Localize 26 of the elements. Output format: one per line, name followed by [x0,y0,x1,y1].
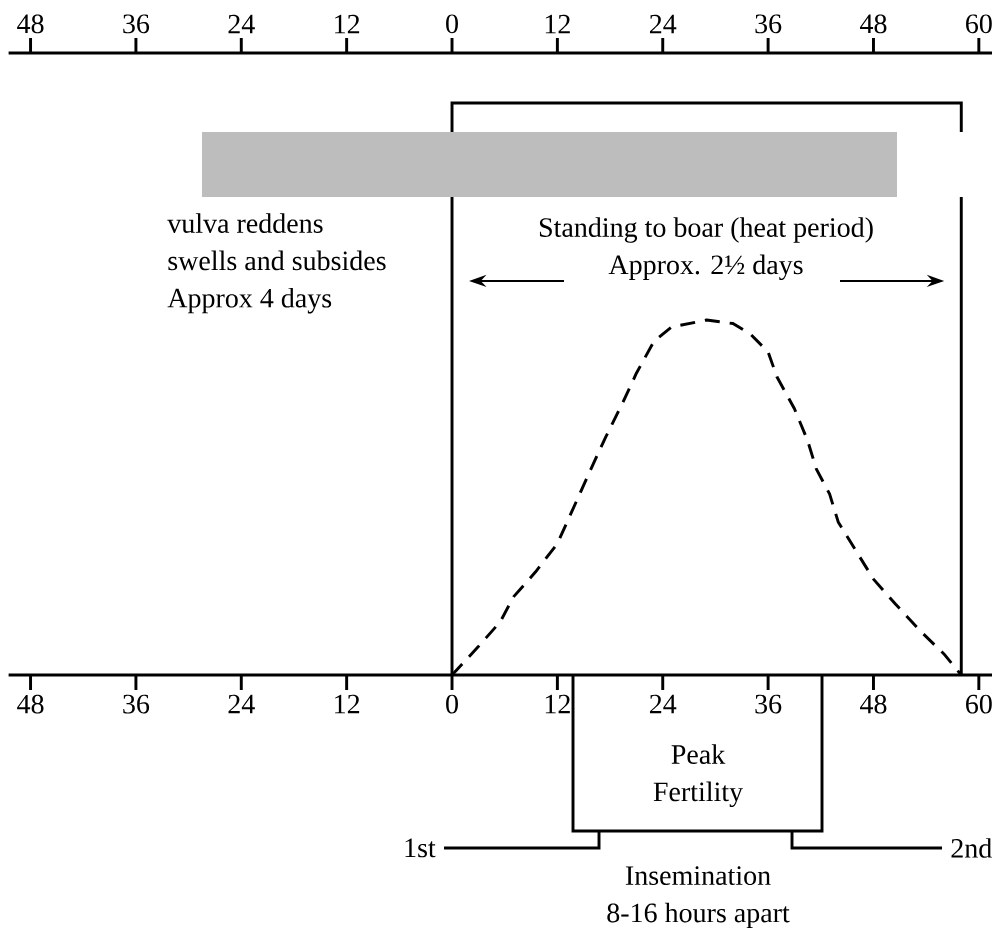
x2-tick-label: 60 [966,694,992,714]
x2-tick-label: 48 [17,694,44,714]
text: vulva reddens swells and subsides Approx 4 days [167,213,386,314]
x-tick-label: 12 [545,14,570,34]
x-tick-label: 48 [17,14,44,34]
x2-tick-label: 48 [860,694,887,714]
text: Insemination 8-16 hours apart [607,866,790,929]
x2-tick-label: 36 [755,694,782,714]
x-tick-label: 60 [966,14,992,34]
x-tick-label: 36 [755,14,782,34]
text: 2nd [951,838,992,858]
x-tick-label: 24 [649,14,677,34]
text: 1st [405,838,436,858]
x2-tick-label: 36 [123,694,150,714]
x-tick-label: 12 [335,14,360,34]
x2-tick-label: 12 [335,694,360,714]
x-tick-label: 48 [860,14,887,34]
text: Peak Fertility [653,744,744,808]
x-tick-label: 0 [446,14,458,34]
x2-tick-label: 0 [446,694,458,714]
text: Standing to boar (heat period) Approx. 2½ days [539,217,873,281]
x-tick-label: 36 [123,14,150,34]
x2-tick-label: 24 [228,694,255,714]
x-tick-label: 24 [228,14,255,34]
x2-tick-label: 24 [649,694,677,714]
x2-tick-label: 12 [545,694,570,714]
